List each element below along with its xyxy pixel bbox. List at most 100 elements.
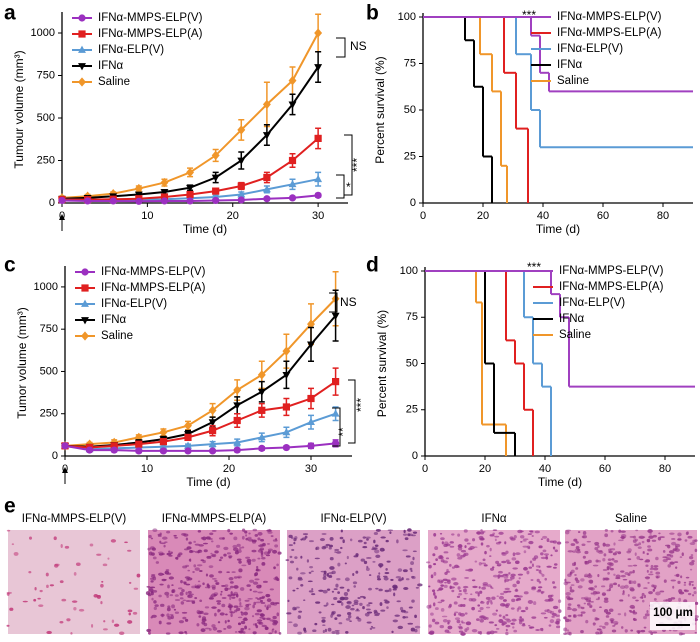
nucleus [260, 538, 265, 542]
nucleus [445, 557, 450, 560]
nucleus [411, 575, 415, 579]
nucleus [103, 628, 108, 631]
nucleus [236, 543, 241, 547]
nucleus [658, 532, 661, 535]
nucleus [306, 559, 309, 563]
nucleus [669, 561, 675, 565]
nucleus [386, 560, 391, 563]
nucleus [549, 619, 555, 624]
nucleus [335, 631, 340, 635]
nucleus [297, 615, 302, 620]
nucleus [368, 574, 372, 576]
nucleus [188, 549, 194, 554]
nucleus [175, 556, 179, 560]
nucleus [59, 580, 64, 584]
nucleus [594, 585, 598, 588]
nucleus [570, 569, 575, 574]
nucleus [440, 537, 445, 541]
nucleus [478, 561, 482, 566]
nucleus [613, 582, 617, 586]
nucleus [110, 539, 117, 543]
nucleus [498, 595, 505, 600]
nucleus [262, 580, 268, 583]
nucleus [49, 584, 55, 587]
nucleus [634, 552, 637, 556]
nucleus [189, 558, 192, 562]
image-label: IFNα-MMPS-ELP(A) [162, 513, 267, 525]
nucleus [11, 543, 15, 546]
nucleus [244, 599, 250, 602]
nucleus [271, 628, 274, 633]
marker [212, 187, 220, 195]
nucleus [535, 629, 540, 631]
nucleus [345, 605, 351, 609]
nucleus [289, 555, 293, 559]
nucleus [647, 548, 653, 552]
nucleus [238, 630, 244, 633]
nucleus [476, 531, 482, 535]
nucleus [266, 606, 269, 611]
nucleus [224, 620, 227, 624]
nucleus [460, 632, 466, 636]
nucleus [193, 540, 196, 543]
nucleus [575, 545, 580, 550]
nucleus [384, 572, 390, 575]
nucleus [505, 573, 509, 577]
x-tick-label: 10 [141, 210, 153, 222]
legend-label: Saline [559, 329, 591, 341]
nucleus [669, 532, 675, 535]
nucleus [580, 578, 585, 582]
annotation: ** [336, 427, 350, 437]
nucleus [635, 599, 639, 602]
nucleus [339, 596, 345, 601]
nucleus [595, 591, 601, 595]
nucleus [508, 572, 511, 575]
nucleus [300, 538, 303, 541]
nucleus [113, 623, 120, 627]
nucleus [647, 529, 653, 534]
nucleus [620, 570, 625, 573]
nucleus [523, 591, 529, 595]
nucleus [111, 619, 115, 624]
nucleus [153, 606, 157, 611]
marker [81, 268, 89, 276]
marker [314, 64, 323, 72]
nucleus [349, 538, 353, 542]
nucleus [512, 552, 516, 557]
nucleus [692, 539, 696, 543]
nucleus [640, 629, 646, 633]
nucleus [650, 631, 654, 635]
nucleus [414, 628, 418, 633]
nucleus [667, 564, 671, 568]
legend-label: Saline [98, 76, 130, 88]
nucleus [273, 566, 276, 570]
nucleus [165, 568, 170, 572]
nucleus [152, 589, 158, 593]
nucleus [565, 591, 571, 596]
nucleus [426, 561, 431, 564]
nucleus [61, 598, 67, 602]
nucleus [100, 583, 104, 588]
nucleus [440, 559, 445, 563]
nucleus [574, 573, 577, 576]
nucleus [379, 547, 385, 552]
nucleus [383, 576, 389, 581]
nucleus [78, 608, 85, 612]
nucleus [160, 613, 165, 617]
nucleus [592, 564, 599, 567]
nucleus [128, 581, 132, 584]
nucleus [263, 551, 269, 555]
nucleus [201, 616, 207, 621]
nucleus [187, 569, 191, 572]
nucleus [150, 537, 154, 540]
nucleus [237, 576, 241, 579]
nucleus [147, 547, 151, 551]
nucleus [515, 588, 518, 592]
nucleus [45, 572, 49, 577]
y-tick-label: 25 [406, 404, 418, 416]
nucleus [318, 611, 322, 614]
nucleus [643, 594, 647, 599]
nucleus [238, 605, 243, 608]
nucleus [329, 536, 334, 541]
nucleus [252, 631, 257, 635]
